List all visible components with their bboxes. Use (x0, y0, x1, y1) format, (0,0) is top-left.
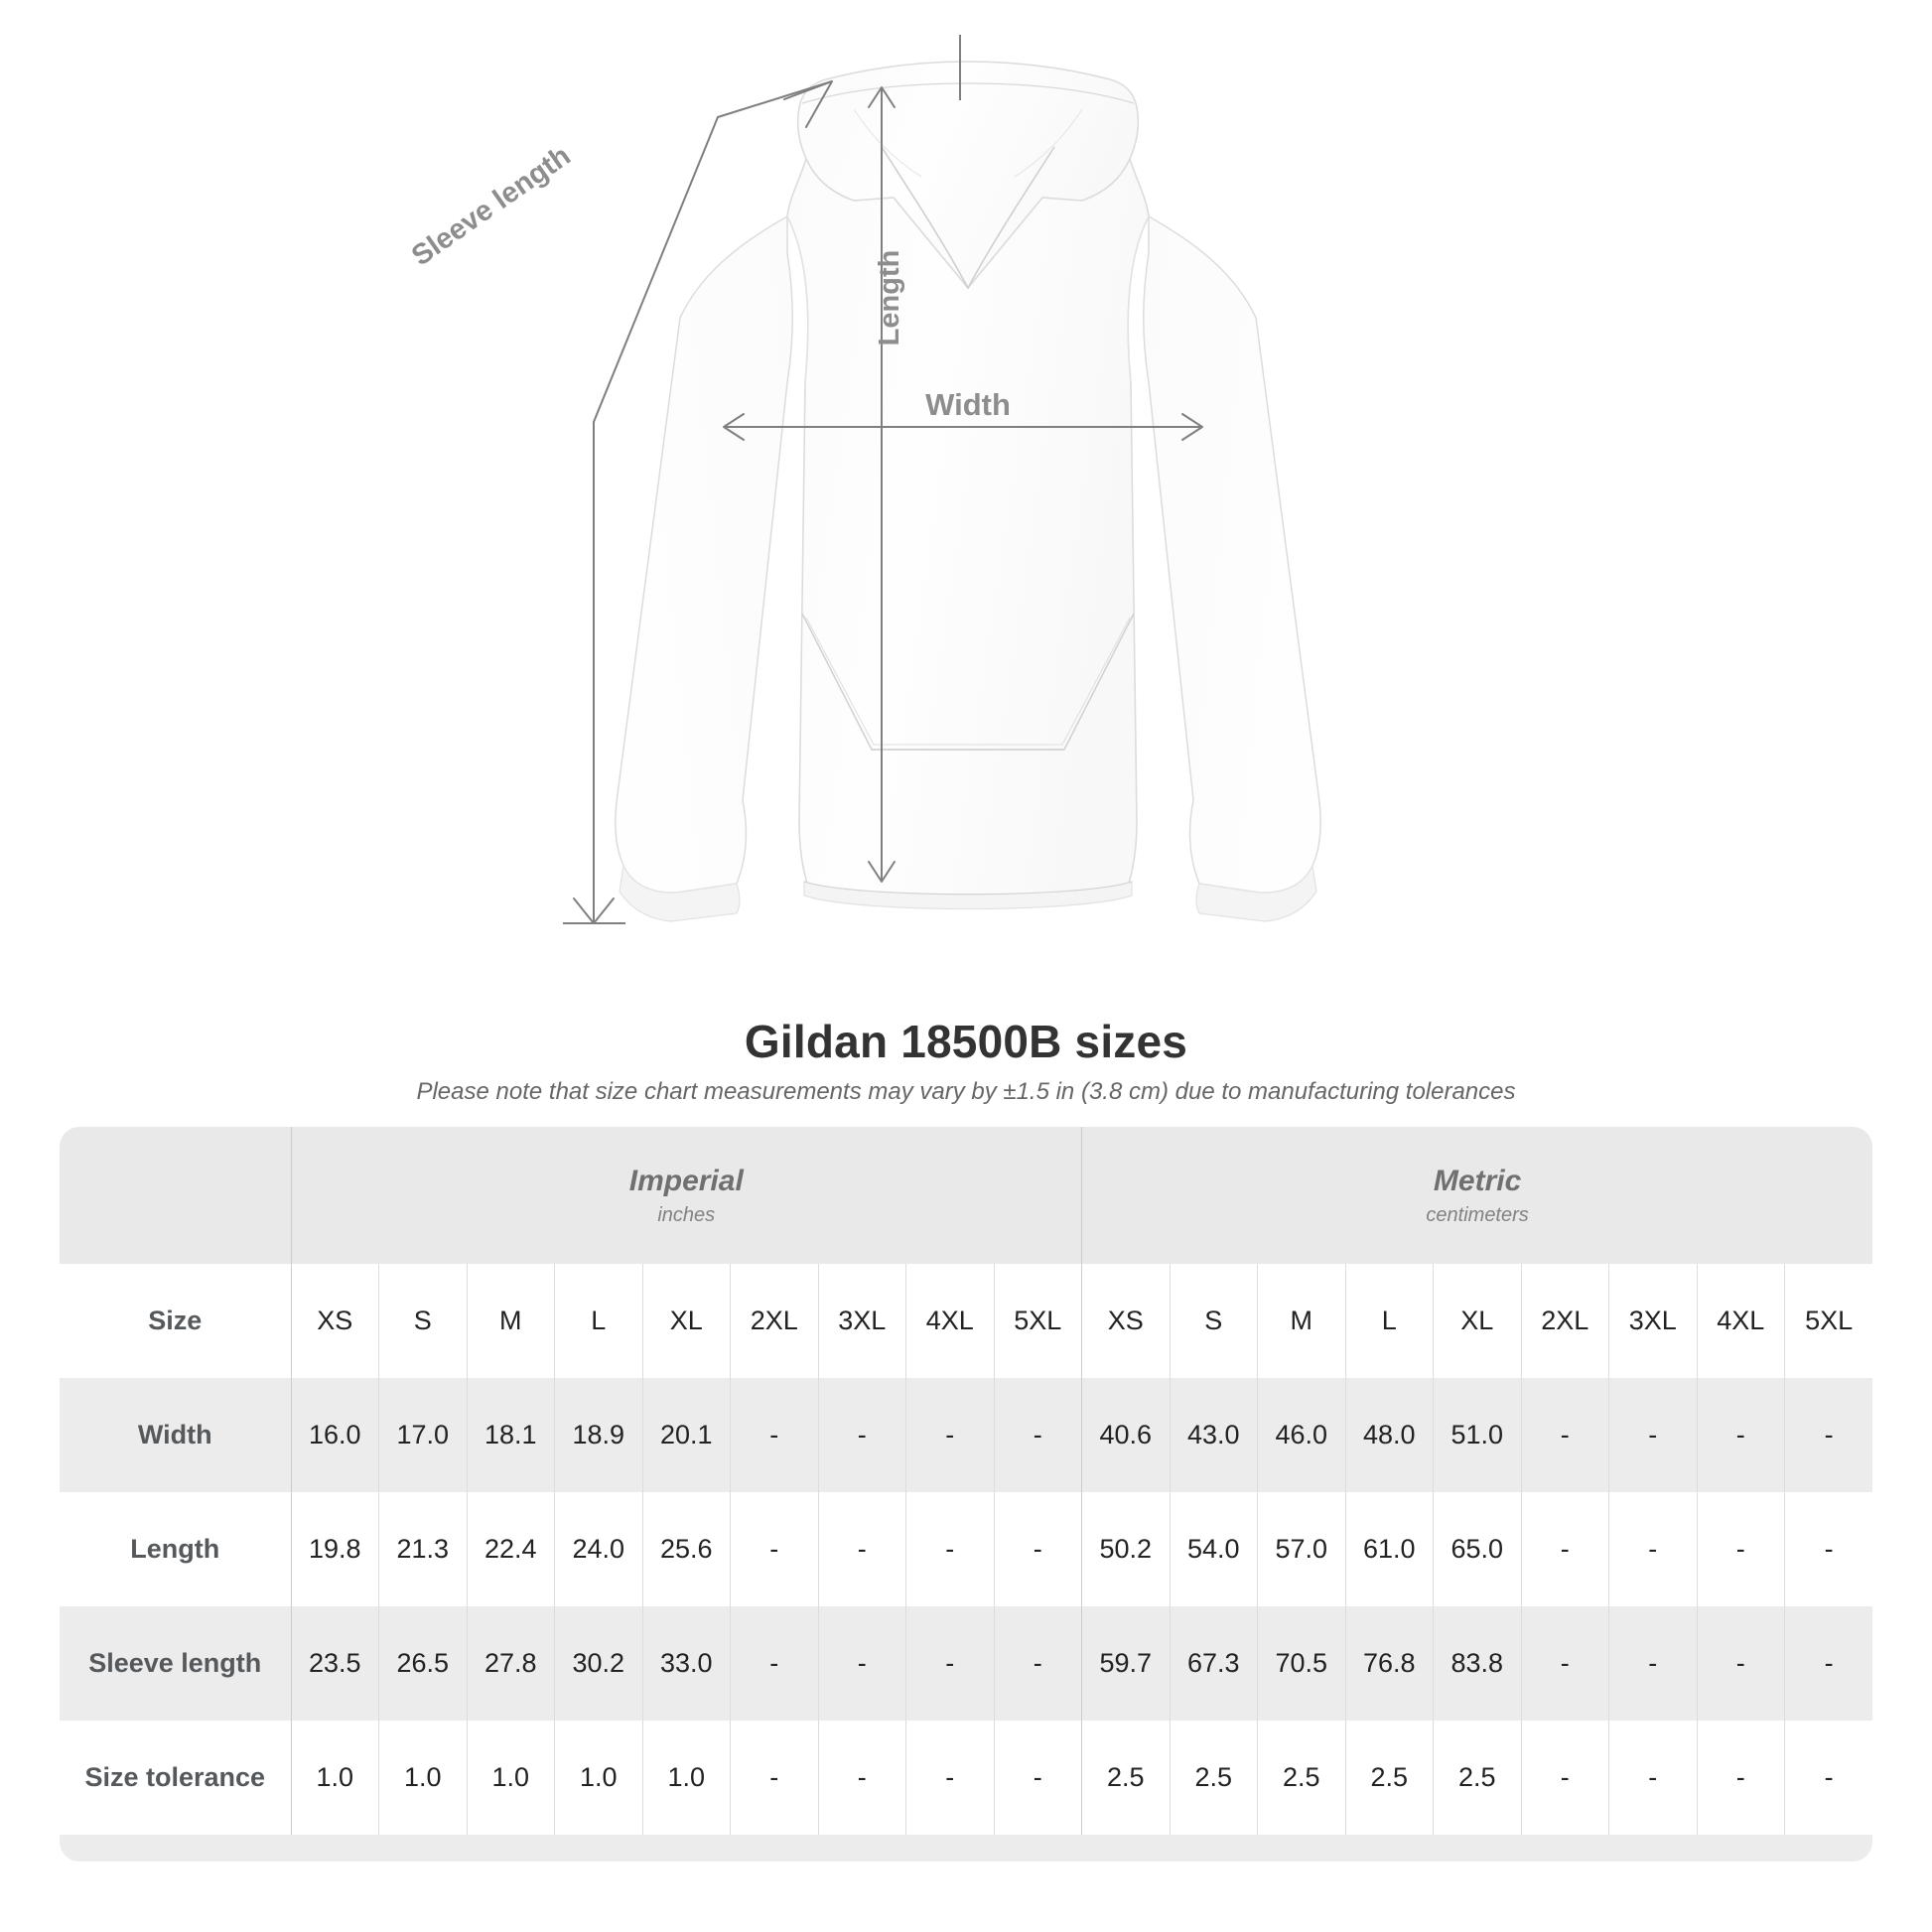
svg-text:Width: Width (925, 387, 1011, 422)
svg-text:Sleeve length: Sleeve length (406, 140, 577, 272)
svg-text:Length: Length (874, 250, 905, 346)
